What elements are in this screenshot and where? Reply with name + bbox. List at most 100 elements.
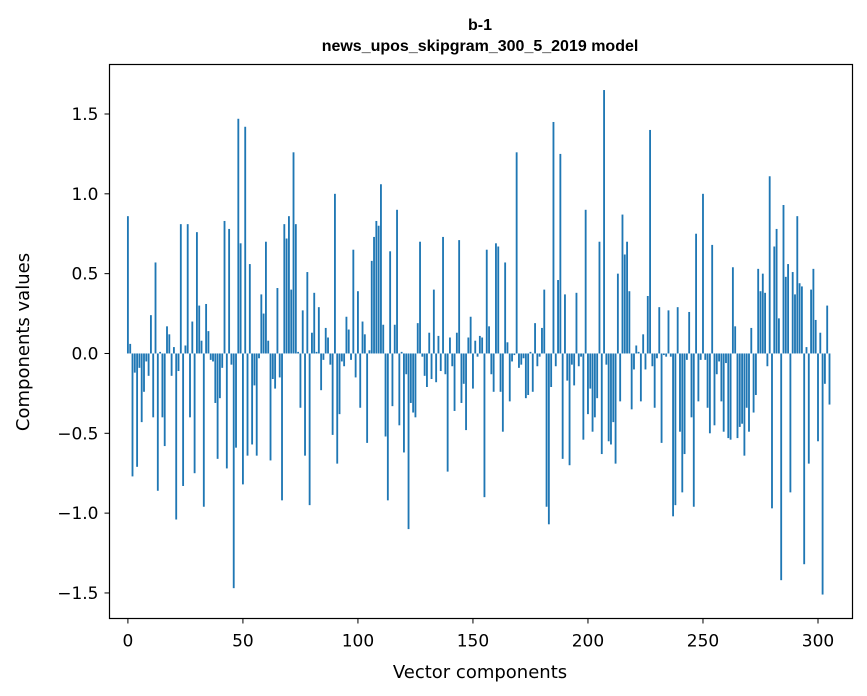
y-axis-ticks: −1.5 −1.0 −0.5 0.0 0.5 1.0 1.5 [57,105,110,604]
bar-294 [803,353,806,565]
bar-89 [331,353,334,435]
bar-161 [497,246,500,354]
bar-232 [660,353,663,443]
bar-104 [366,353,369,443]
bar-273 [754,353,757,395]
bar-102 [361,321,364,354]
bar-153 [478,335,481,354]
bar-47 [235,353,237,448]
bar-69 [285,238,288,354]
bar-235 [667,310,670,354]
bar-176 [531,353,534,392]
bar-88 [329,353,332,365]
bar-281 [773,246,776,354]
bar-101 [359,353,362,408]
bar-199 [584,209,587,354]
bar-56 [255,353,258,456]
bar-207 [603,90,605,354]
bar-29 [193,353,196,474]
bar-80 [311,332,313,354]
bar-267 [741,353,744,424]
bar-241 [681,353,684,493]
bar-135 [437,335,440,354]
bar-2 [131,353,134,477]
bar-3 [133,353,136,373]
bar-54 [251,353,254,445]
bar-260 [725,353,727,364]
bar-70 [288,216,290,354]
bar-14 [159,351,162,354]
y-tick-label: 0.5 [71,265,98,285]
bar-293 [800,286,803,354]
bar-278 [766,353,769,367]
bar-203 [593,353,596,418]
bar-48 [237,118,240,354]
bar-111 [382,324,385,354]
bar-96 [347,329,350,354]
bar-261 [727,353,730,439]
bar-209 [607,353,610,442]
bar-277 [764,292,767,354]
bar-252 [706,353,709,408]
bar-1 [129,343,132,354]
bar-160 [495,243,497,354]
plot-frame [108,63,854,620]
bar-226 [646,296,649,354]
bar-124 [412,353,415,413]
bar-42 [223,220,226,354]
bar-31 [198,305,201,354]
bar-108 [375,220,378,354]
bar-38 [214,353,217,403]
bar-220 [633,353,635,370]
bar-74 [297,351,300,354]
bar-109 [377,225,380,354]
x-tick-label: 0 [122,632,133,652]
bar-154 [481,337,484,354]
bar-282 [775,228,778,354]
bar-216 [623,254,626,354]
bar-97 [350,353,352,360]
bar-213 [616,273,619,354]
bar-194 [573,353,576,386]
bar-295 [805,347,808,354]
y-tick-label: 0.0 [71,344,98,364]
bar-244 [688,311,691,354]
bar-22 [177,353,180,372]
x-axis-ticks: 0 50 100 150 200 250 300 [122,618,834,652]
bar-151 [474,340,477,354]
bar-85 [322,353,325,360]
bar-253 [708,353,711,434]
bar-16 [163,353,166,447]
bar-279 [768,176,771,354]
bar-224 [642,334,645,354]
x-tick-label: 150 [457,632,489,652]
bar-52 [246,353,249,456]
x-tick-label: 250 [687,632,719,652]
bar-190 [564,294,566,354]
bar-142 [453,353,456,411]
bar-249 [699,353,702,360]
bar-93 [340,353,343,362]
bar-12 [154,262,157,354]
bar-127 [419,241,421,354]
bar-240 [679,353,681,432]
bar-165 [506,342,509,354]
bar-137 [442,236,444,354]
bar-17 [166,326,168,354]
bar-123 [409,353,412,403]
bar-259 [722,353,725,432]
bar-8 [145,353,148,362]
x-tick-label: 100 [342,632,374,652]
bar-238 [674,353,677,506]
bar-274 [757,268,760,354]
y-tick-label: −1.5 [57,584,98,604]
bar-237 [672,353,674,517]
bar-39 [216,353,219,459]
bar-304 [826,305,829,354]
bar-65 [276,288,279,354]
bar-185 [552,121,555,354]
bar-76 [301,310,304,354]
bar-303 [823,353,826,384]
bar-64 [274,353,277,389]
